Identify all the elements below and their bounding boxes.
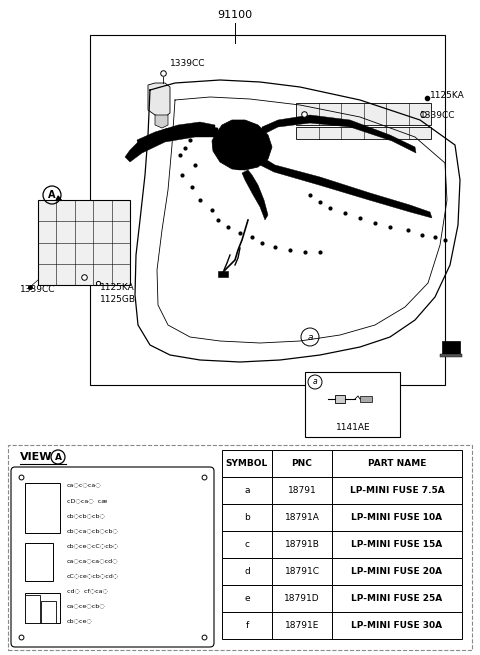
Ellipse shape: [246, 150, 258, 160]
Bar: [335, 395, 345, 403]
Ellipse shape: [238, 132, 252, 142]
Text: LP-MINI FUSE 15A: LP-MINI FUSE 15A: [351, 540, 443, 549]
Bar: [272, 585, 332, 612]
Polygon shape: [137, 122, 215, 145]
Bar: [25, 595, 40, 623]
Text: cb◌ce◌: cb◌ce◌: [67, 618, 93, 624]
Bar: [332, 585, 462, 612]
Bar: [272, 477, 332, 504]
Text: cC◌ce◌cb◌cd◌: cC◌ce◌cb◌cd◌: [67, 574, 119, 578]
Bar: [272, 612, 332, 639]
Bar: [332, 504, 462, 531]
Text: VIEW: VIEW: [20, 452, 52, 462]
Bar: [272, 531, 332, 558]
Bar: [25, 483, 60, 533]
Text: LP-MINI FUSE 30A: LP-MINI FUSE 30A: [351, 621, 443, 630]
Text: SYMBOL: SYMBOL: [226, 459, 268, 468]
Bar: [41, 601, 56, 623]
Text: 1339CC: 1339CC: [20, 286, 56, 295]
Ellipse shape: [226, 144, 244, 156]
Text: 18791D: 18791D: [284, 594, 320, 603]
Text: a: a: [312, 377, 317, 386]
Text: LP-MINI FUSE 20A: LP-MINI FUSE 20A: [351, 567, 443, 576]
Text: 1125GB: 1125GB: [100, 295, 136, 303]
Bar: [332, 558, 462, 585]
Text: c: c: [244, 540, 250, 549]
Bar: [222, 450, 272, 477]
Polygon shape: [242, 170, 268, 220]
Bar: [90, 35, 445, 385]
Bar: [8, 445, 472, 650]
Bar: [222, 558, 272, 585]
Text: cD◌ca◌  cæ: cD◌ca◌ cæ: [67, 498, 108, 504]
Bar: [272, 504, 332, 531]
Text: 18791: 18791: [288, 486, 316, 495]
Ellipse shape: [233, 160, 247, 170]
Bar: [38, 200, 130, 285]
Polygon shape: [125, 125, 218, 162]
Text: cb◌ce◌cC◌cb◌: cb◌ce◌cC◌cb◌: [67, 544, 119, 548]
Text: 18791B: 18791B: [285, 540, 319, 549]
Text: A: A: [48, 190, 56, 200]
Bar: [218, 271, 228, 277]
Text: 1125KA: 1125KA: [100, 284, 135, 293]
Text: a: a: [307, 333, 313, 341]
Ellipse shape: [222, 141, 234, 149]
Bar: [442, 341, 460, 355]
Text: a: a: [244, 486, 250, 495]
Bar: [440, 354, 462, 357]
Text: e: e: [244, 594, 250, 603]
Bar: [296, 103, 431, 125]
Text: A: A: [55, 453, 61, 462]
Text: cb◌ca◌cb◌cb◌: cb◌ca◌cb◌cb◌: [67, 529, 119, 534]
Text: 91100: 91100: [217, 10, 252, 20]
Bar: [272, 450, 332, 477]
Bar: [222, 585, 272, 612]
Bar: [25, 543, 53, 581]
Bar: [332, 612, 462, 639]
Bar: [222, 531, 272, 558]
Text: b: b: [244, 513, 250, 522]
Bar: [332, 477, 462, 504]
Polygon shape: [148, 83, 170, 117]
Text: cd◌  cf◌ca◌: cd◌ cf◌ca◌: [67, 588, 108, 593]
Text: 1141AE: 1141AE: [336, 422, 370, 432]
Text: 1125KA: 1125KA: [430, 90, 465, 100]
Bar: [332, 450, 462, 477]
Text: 18791C: 18791C: [285, 567, 320, 576]
Bar: [25, 593, 60, 623]
Bar: [332, 531, 462, 558]
Text: PNC: PNC: [291, 459, 312, 468]
Text: ca◌ca◌ca◌cd◌: ca◌ca◌ca◌cd◌: [67, 559, 119, 563]
Text: LP-MINI FUSE 7.5A: LP-MINI FUSE 7.5A: [349, 486, 444, 495]
Text: ca◌c◌ca◌: ca◌c◌ca◌: [67, 483, 102, 489]
Bar: [360, 396, 372, 402]
Text: 1339CC: 1339CC: [420, 111, 456, 119]
Text: 1339CC: 1339CC: [170, 58, 205, 67]
FancyBboxPatch shape: [11, 467, 214, 647]
Text: LP-MINI FUSE 25A: LP-MINI FUSE 25A: [351, 594, 443, 603]
Text: PART NAME: PART NAME: [368, 459, 426, 468]
Polygon shape: [155, 115, 168, 128]
Text: ca◌ce◌cb◌: ca◌ce◌cb◌: [67, 603, 106, 608]
Text: cb◌cb◌cb◌: cb◌cb◌cb◌: [67, 514, 106, 519]
Bar: [296, 127, 431, 139]
Bar: [222, 477, 272, 504]
Polygon shape: [260, 157, 432, 218]
Polygon shape: [212, 120, 272, 170]
Text: LP-MINI FUSE 10A: LP-MINI FUSE 10A: [351, 513, 443, 522]
Text: f: f: [245, 621, 249, 630]
Bar: [305, 372, 400, 437]
Bar: [222, 504, 272, 531]
Polygon shape: [262, 115, 416, 153]
Bar: [222, 612, 272, 639]
Text: 18791A: 18791A: [285, 513, 319, 522]
Text: 18791E: 18791E: [285, 621, 319, 630]
Text: d: d: [244, 567, 250, 576]
Bar: [272, 558, 332, 585]
